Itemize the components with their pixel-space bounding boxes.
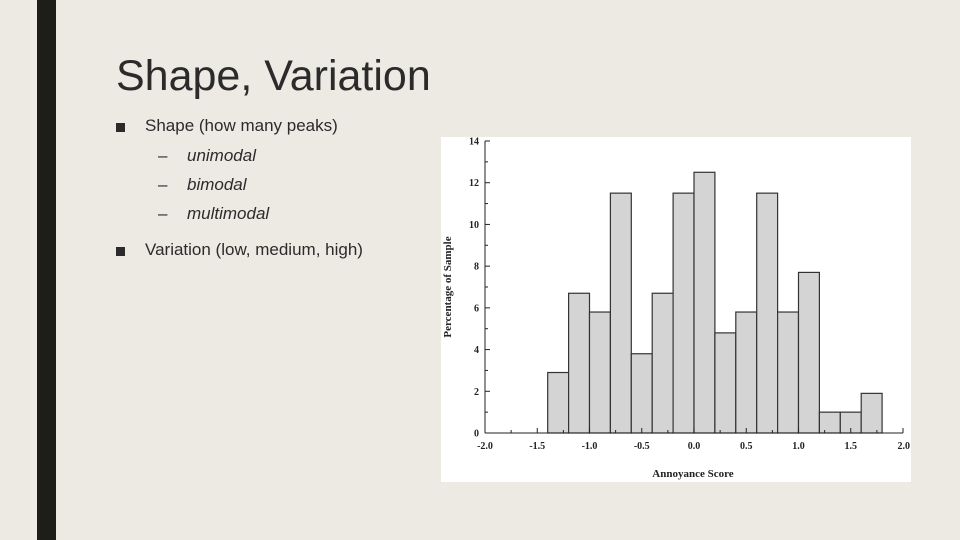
sub-item-text: bimodal bbox=[187, 175, 247, 194]
histogram-bar bbox=[567, 292, 591, 434]
histogram-bar bbox=[818, 411, 841, 434]
histogram-bar bbox=[714, 332, 737, 434]
sub-item-text: unimodal bbox=[187, 146, 256, 165]
bullet-text: Variation (low, medium, high) bbox=[145, 240, 363, 259]
x-tick-label: 0.0 bbox=[688, 441, 701, 452]
histogram-chart: 0 2 4 6 8 10 12 14 -2.0 -1.5 -1.0 -0.5 0.0 0.5 1.0 1.5 2… bbox=[441, 137, 911, 482]
histogram-bar bbox=[693, 171, 716, 434]
x-tick-label: -1.0 bbox=[582, 441, 598, 452]
bars-layer bbox=[547, 171, 883, 434]
histogram-bar bbox=[547, 371, 570, 434]
sub-item-text: multimodal bbox=[187, 204, 270, 223]
histogram-bar bbox=[651, 292, 674, 434]
x-tick-label: 1.5 bbox=[845, 441, 858, 452]
dash-icon: – bbox=[158, 175, 168, 194]
histogram-bar bbox=[797, 271, 820, 434]
y-tick-label: 8 bbox=[474, 262, 479, 273]
y-tick-label: 12 bbox=[469, 178, 479, 189]
x-tick-label: -0.5 bbox=[634, 441, 650, 452]
square-bullet-icon bbox=[116, 123, 125, 132]
histogram-bar bbox=[735, 311, 758, 434]
y-tick-label: 6 bbox=[474, 303, 479, 314]
histogram-bar bbox=[588, 311, 611, 434]
x-tick-label: -2.0 bbox=[477, 441, 493, 452]
histogram-bar bbox=[860, 392, 883, 434]
bullet-text: Shape (how many peaks) bbox=[145, 116, 338, 135]
slide-title: Shape, Variation bbox=[116, 52, 431, 100]
y-axis-title: Percentage of Sample bbox=[442, 236, 454, 337]
histogram-bar bbox=[630, 353, 653, 434]
left-accent-bar bbox=[37, 0, 56, 540]
x-tick-label: -1.5 bbox=[529, 441, 545, 452]
x-tick-label: 2.0 bbox=[898, 441, 911, 452]
histogram-bar bbox=[672, 192, 695, 434]
axes-layer: 0 2 4 6 8 10 12 14 -2.0 -1.5 -1.0 -0.5 0.0 0.5 1.0 1.5 2… bbox=[469, 137, 910, 452]
square-bullet-icon bbox=[116, 247, 125, 256]
histogram-bar bbox=[609, 192, 632, 434]
y-tick-label: 4 bbox=[474, 345, 479, 356]
y-tick-label: 0 bbox=[474, 429, 479, 440]
histogram-svg: 0 2 4 6 8 10 12 14 -2.0 -1.5 -1.0 -0.5 0.0 0.5 1.0 1.5 2… bbox=[442, 137, 910, 480]
dash-icon: – bbox=[158, 204, 168, 223]
y-tick-label: 2 bbox=[474, 387, 479, 398]
x-tick-label: 1.0 bbox=[792, 441, 805, 452]
dash-icon: – bbox=[158, 146, 168, 165]
x-axis-title: Annoyance Score bbox=[652, 468, 733, 480]
y-tick-label: 14 bbox=[469, 137, 479, 148]
y-tick-label: 10 bbox=[469, 220, 479, 231]
histogram-bar bbox=[777, 311, 800, 434]
histogram-bar bbox=[756, 192, 779, 434]
x-tick-label: 0.5 bbox=[740, 441, 753, 452]
